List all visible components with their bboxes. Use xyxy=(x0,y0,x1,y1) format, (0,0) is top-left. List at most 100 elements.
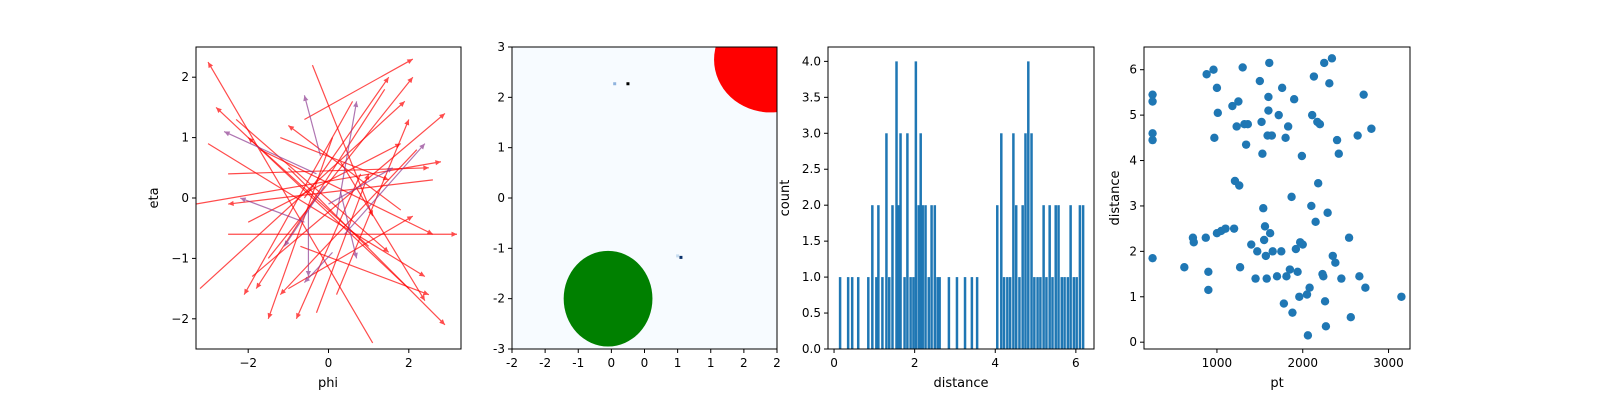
histogram-bar xyxy=(838,277,842,349)
histogram-bar xyxy=(1008,277,1012,349)
quiver-arrow-head xyxy=(419,294,425,301)
scatter-point xyxy=(1201,233,1210,242)
quiver-y-tick-label: 1 xyxy=(181,131,189,145)
quiver-y-tick-label: 2 xyxy=(181,70,189,84)
histogram-bar xyxy=(1063,277,1066,349)
quiver-arrow-head xyxy=(228,200,234,206)
scatter-point xyxy=(1259,235,1269,245)
quiver-arrow xyxy=(239,197,305,223)
scatter-point xyxy=(1315,120,1325,129)
scatter-point xyxy=(1331,258,1340,267)
scatter-point xyxy=(1243,120,1253,129)
histogram-bar xyxy=(850,277,854,349)
scatter-point xyxy=(1264,92,1273,102)
histogram-bar xyxy=(906,133,909,349)
histogram-bar xyxy=(875,277,878,349)
scatter-point xyxy=(1283,122,1293,131)
heatmap-y-tick-label: 0 xyxy=(497,191,505,205)
scatter-point xyxy=(1251,274,1260,283)
histogram-bar xyxy=(1081,205,1085,349)
scatter-y-tick-label: 2 xyxy=(1129,244,1137,258)
quiver-y-tick-label: −2 xyxy=(171,312,189,326)
histogram-bar xyxy=(1045,277,1048,349)
scatter-point xyxy=(1238,63,1247,72)
heatmap-x-axis: -2 -2 -1 0 0 1 1 2 2 xyxy=(506,349,781,370)
quiver-arrow-shaft xyxy=(239,197,305,223)
histogram-bar xyxy=(1069,205,1072,349)
scatter-point xyxy=(1260,222,1270,231)
quiver-arrow-head xyxy=(419,143,425,150)
histogram-x-tick-label: 4 xyxy=(991,356,999,370)
scatter-x-tick-label: 1000 xyxy=(1202,356,1233,370)
histogram-bar xyxy=(903,277,906,349)
quiver-arrow xyxy=(300,245,430,296)
histogram-y-label: count xyxy=(778,180,793,217)
scatter-point xyxy=(1212,228,1222,238)
histogram-bar xyxy=(963,277,967,349)
quiver-arrow-shaft xyxy=(344,143,426,235)
scatter-point xyxy=(1257,117,1266,127)
heatmap-content xyxy=(563,47,777,347)
heatmap-x-tick-label: -1 xyxy=(572,356,584,370)
quiver-arrow xyxy=(207,61,374,344)
scatter-point xyxy=(1209,65,1218,74)
histogram-bar xyxy=(1066,277,1070,349)
quiver-arrow xyxy=(255,88,386,289)
histogram-bar xyxy=(917,205,920,349)
heatmap-y-tick-label: 3 xyxy=(497,40,505,54)
histogram-bar xyxy=(970,277,974,349)
scatter-panel: 1000 2000 3000 0 1 2 3 4 5 6 pt distance xyxy=(1108,46,1411,391)
histogram-bar xyxy=(947,277,951,349)
histogram-x-axis: 0 2 4 6 xyxy=(830,349,1080,370)
quiver-arrow xyxy=(259,149,434,235)
histogram-bar xyxy=(1054,205,1057,349)
histogram-bar xyxy=(1060,277,1064,349)
quiver-arrow-shaft xyxy=(315,173,370,313)
heatmap-speck xyxy=(626,82,630,86)
histogram-bar xyxy=(924,205,927,349)
histogram-y-tick-label: 3.0 xyxy=(802,126,821,140)
quiver-arrow xyxy=(243,101,354,295)
quiver-arrow xyxy=(295,173,362,320)
scatter-point xyxy=(1221,224,1230,233)
histogram-bar xyxy=(1027,61,1030,349)
histogram-bar xyxy=(1012,133,1015,349)
scatter-point xyxy=(1323,208,1332,217)
histogram-bar xyxy=(919,133,922,349)
scatter-point xyxy=(1289,95,1299,104)
quiver-arrow-head xyxy=(304,276,311,283)
quiver-arrow-shaft xyxy=(251,112,446,277)
histogram-bar xyxy=(1030,133,1033,349)
quiver-arrow-shaft xyxy=(280,137,389,181)
scatter-point xyxy=(1353,131,1362,140)
scatter-points xyxy=(1148,54,1406,340)
scatter-point xyxy=(1210,133,1219,143)
scatter-point xyxy=(1235,181,1244,190)
scatter-y-tick-label: 4 xyxy=(1129,154,1137,168)
quiver-arrow-shaft xyxy=(207,143,426,278)
quiver-arrow-shaft xyxy=(255,88,386,289)
quiver-arrow xyxy=(315,173,370,313)
quiver-arrow xyxy=(305,210,312,277)
scatter-point xyxy=(1397,292,1406,301)
quiver-arrow-head xyxy=(398,101,405,107)
quiver-arrow xyxy=(335,119,410,295)
quiver-arrow-shaft xyxy=(295,173,362,320)
quiver-arrow-shaft xyxy=(279,149,418,296)
histogram-y-tick-label: 3.5 xyxy=(802,90,821,104)
scatter-point xyxy=(1313,179,1323,188)
green-circle xyxy=(563,250,653,347)
histogram-y-tick-label: 1.0 xyxy=(802,270,821,284)
histogram-panel: 0 2 4 6 0.0 0.5 1.0 1.5 2.0 2.5 3.0 3.5 4.0 distanc… xyxy=(778,46,1095,391)
histogram-bar xyxy=(1048,205,1051,349)
histogram-bar xyxy=(1006,277,1009,349)
scatter-point xyxy=(1259,204,1268,213)
scatter-point xyxy=(1204,285,1213,295)
scatter-point xyxy=(1232,122,1241,131)
quiver-arrow-shaft xyxy=(303,76,390,199)
quiver-arrow xyxy=(340,161,426,301)
histogram-bar xyxy=(888,277,891,349)
scatter-point xyxy=(1285,265,1295,274)
